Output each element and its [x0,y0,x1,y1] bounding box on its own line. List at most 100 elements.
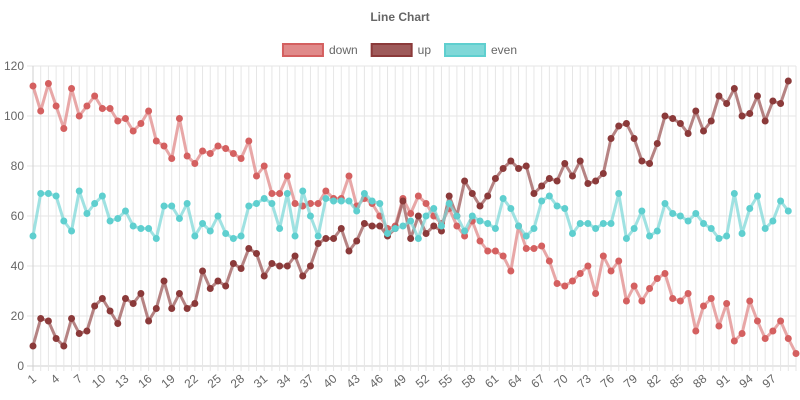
data-point-down[interactable] [769,327,777,335]
data-point-up[interactable] [414,212,422,220]
data-point-even[interactable] [676,212,684,220]
data-point-even[interactable] [700,220,708,227]
data-point-even[interactable] [29,232,37,240]
data-point-up[interactable] [145,317,153,325]
data-point-even[interactable] [160,202,168,210]
data-point-even[interactable] [607,220,615,227]
data-point-even[interactable] [669,210,677,217]
data-point-down[interactable] [761,335,769,342]
data-point-up[interactable] [661,112,669,120]
data-point-even[interactable] [206,227,214,235]
data-point-down[interactable] [314,200,322,207]
data-point-up[interactable] [561,160,569,167]
data-point-even[interactable] [723,232,731,240]
data-point-up[interactable] [607,135,615,142]
data-point-down[interactable] [253,172,261,180]
data-point-even[interactable] [684,217,692,225]
data-point-even[interactable] [437,222,445,230]
data-point-up[interactable] [52,335,60,342]
data-point-down[interactable] [784,335,792,342]
data-point-even[interactable] [707,225,715,232]
data-point-even[interactable] [83,210,91,217]
data-point-down[interactable] [792,350,800,357]
data-point-down[interactable] [276,190,284,197]
data-point-up[interactable] [37,315,45,322]
data-point-up[interactable] [430,222,438,230]
data-point-even[interactable] [622,235,630,242]
data-point-up[interactable] [753,92,761,100]
data-point-up[interactable] [276,262,284,270]
data-point-up[interactable] [715,92,723,100]
data-point-up[interactable] [152,305,160,312]
data-point-up[interactable] [283,262,291,270]
data-point-even[interactable] [129,222,137,230]
data-point-down[interactable] [692,327,700,335]
data-point-down[interactable] [75,112,83,120]
data-point-down[interactable] [622,297,630,305]
data-point-up[interactable] [407,235,415,242]
data-point-even[interactable] [137,225,145,232]
data-point-even[interactable] [314,232,322,240]
data-point-up[interactable] [229,260,237,267]
data-point-up[interactable] [638,157,646,165]
data-point-down[interactable] [707,295,715,302]
legend-item-up[interactable]: up [370,43,432,57]
data-point-up[interactable] [214,277,222,285]
data-point-up[interactable] [106,307,114,315]
data-point-up[interactable] [399,197,407,205]
data-point-even[interactable] [784,207,792,215]
data-point-even[interactable] [414,235,422,242]
data-point-down[interactable] [777,317,785,325]
data-point-up[interactable] [183,305,191,312]
data-point-down[interactable] [553,280,561,287]
data-point-even[interactable] [60,217,68,225]
data-point-even[interactable] [761,225,769,232]
data-point-down[interactable] [37,107,45,115]
data-point-even[interactable] [360,190,368,197]
data-point-even[interactable] [430,205,438,212]
data-point-up[interactable] [268,260,276,267]
data-point-even[interactable] [175,215,183,222]
data-point-down[interactable] [422,200,430,207]
data-point-down[interactable] [291,200,299,207]
data-point-up[interactable] [422,230,430,237]
data-point-up[interactable] [700,127,708,135]
data-point-even[interactable] [291,232,299,240]
data-point-down[interactable] [68,85,76,92]
data-point-even[interactable] [268,200,276,207]
data-point-even[interactable] [353,207,361,215]
data-point-down[interactable] [545,257,553,265]
data-point-even[interactable] [599,220,607,227]
data-point-down[interactable] [484,247,492,255]
data-point-even[interactable] [553,202,561,210]
data-point-down[interactable] [491,247,499,255]
data-point-even[interactable] [407,217,415,225]
data-point-up[interactable] [129,300,137,307]
data-point-even[interactable] [515,222,523,230]
data-point-even[interactable] [545,192,553,200]
data-point-up[interactable] [337,225,345,232]
data-point-up[interactable] [615,122,623,130]
data-point-up[interactable] [137,290,145,297]
data-point-down[interactable] [499,252,507,260]
data-point-up[interactable] [592,177,600,185]
data-point-even[interactable] [376,200,384,207]
data-point-up[interactable] [530,190,538,197]
data-point-even[interactable] [299,187,307,195]
data-point-up[interactable] [237,265,245,272]
data-point-up[interactable] [515,165,523,172]
data-point-up[interactable] [723,100,731,107]
data-point-down[interactable] [561,282,569,290]
data-point-up[interactable] [299,272,307,280]
data-point-even[interactable] [276,225,284,232]
data-point-up[interactable] [461,177,469,185]
data-point-up[interactable] [646,160,654,167]
data-point-up[interactable] [676,120,684,127]
data-point-even[interactable] [345,197,353,205]
data-point-up[interactable] [68,315,76,322]
data-point-up[interactable] [784,77,792,85]
data-point-up[interactable] [777,100,785,107]
data-point-down[interactable] [753,317,761,325]
data-point-down[interactable] [129,127,137,135]
data-point-down[interactable] [91,92,99,100]
